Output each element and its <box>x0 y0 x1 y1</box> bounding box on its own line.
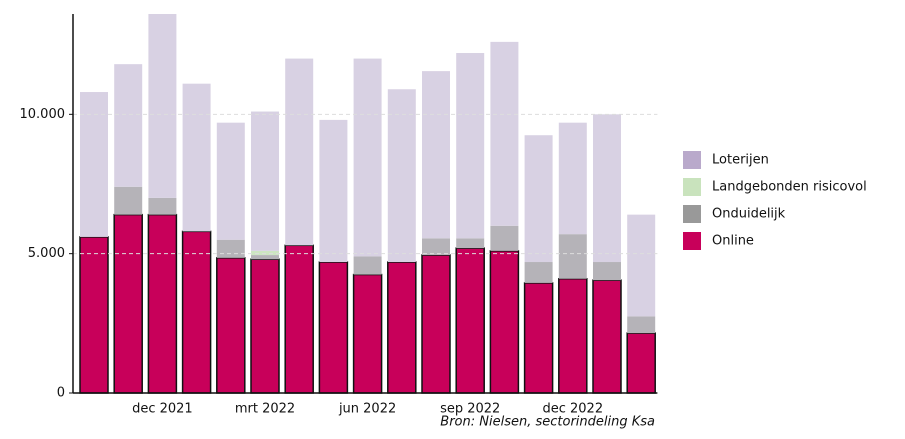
bar-segment <box>353 256 382 275</box>
bar-segment <box>558 122 587 235</box>
bar-segment <box>490 225 519 251</box>
bar-segment <box>626 332 656 394</box>
bar-segment <box>558 277 588 394</box>
bar-segment <box>114 64 143 187</box>
bar-segment <box>284 244 314 394</box>
bar-segment <box>455 247 485 394</box>
bar-segment <box>250 258 280 394</box>
bar-segment <box>148 197 177 215</box>
bar-segment <box>593 262 621 281</box>
bar-segment <box>558 234 587 279</box>
bar-segment <box>523 282 554 394</box>
bar-segment <box>251 111 279 251</box>
bar-segment <box>79 236 109 394</box>
bar-segment <box>251 255 279 260</box>
bars <box>79 14 656 394</box>
bar-segment <box>627 316 656 334</box>
bar-segment <box>113 213 143 394</box>
bar-segment <box>456 53 485 239</box>
y-tick-label: 0 <box>57 386 65 401</box>
source: Bron: Nielsen, sectorindeling Ksa <box>440 415 655 430</box>
bar-segment <box>148 14 177 198</box>
bar-segment <box>147 213 178 394</box>
bar-segment <box>181 230 212 394</box>
bar-segment <box>489 250 520 394</box>
x-tick-label: mrt 2022 <box>235 402 295 417</box>
bar-segment <box>627 214 656 317</box>
bar-segment <box>216 122 245 240</box>
bar-segment <box>524 135 553 263</box>
bar-segment <box>114 186 143 215</box>
x-tick-label: dec 2022 <box>542 402 603 417</box>
bar-segment <box>387 89 416 263</box>
bar-segment <box>592 279 622 394</box>
bar-segment <box>319 119 348 263</box>
legend-swatch <box>683 232 701 250</box>
legend-label: Landgebonden risicovol <box>712 180 867 195</box>
bar-segment <box>456 238 485 249</box>
x-tick-label: sep 2022 <box>440 402 500 417</box>
y-tick-label: 10.000 <box>20 107 66 122</box>
bar-segment <box>353 58 382 257</box>
bar-segment <box>182 83 211 232</box>
bar-segment <box>422 71 450 239</box>
bar-segment <box>80 92 108 237</box>
bar-segment <box>524 262 553 283</box>
bar-segment <box>490 41 519 226</box>
legend-label: Loterijen <box>712 153 769 168</box>
x-tick-label: jun 2022 <box>338 402 396 417</box>
legend-label: Online <box>712 234 754 249</box>
bar-segment <box>593 114 621 263</box>
bar-segment <box>422 238 450 256</box>
bar-segment <box>318 261 349 394</box>
x-tick-label: dec 2021 <box>132 402 193 417</box>
bar-segment <box>421 254 451 394</box>
legend-swatch <box>683 178 701 196</box>
legend-swatch <box>683 151 701 169</box>
bar-segment <box>285 58 314 246</box>
legend-swatch <box>683 205 701 223</box>
bar-segment <box>251 250 279 256</box>
y-tick-label: 5.000 <box>28 246 65 261</box>
bar-segment <box>352 273 383 394</box>
bar-segment <box>387 261 417 394</box>
legend-label: Onduidelijk <box>712 207 786 222</box>
bar-segment <box>216 239 245 258</box>
bar-segment <box>216 257 246 394</box>
